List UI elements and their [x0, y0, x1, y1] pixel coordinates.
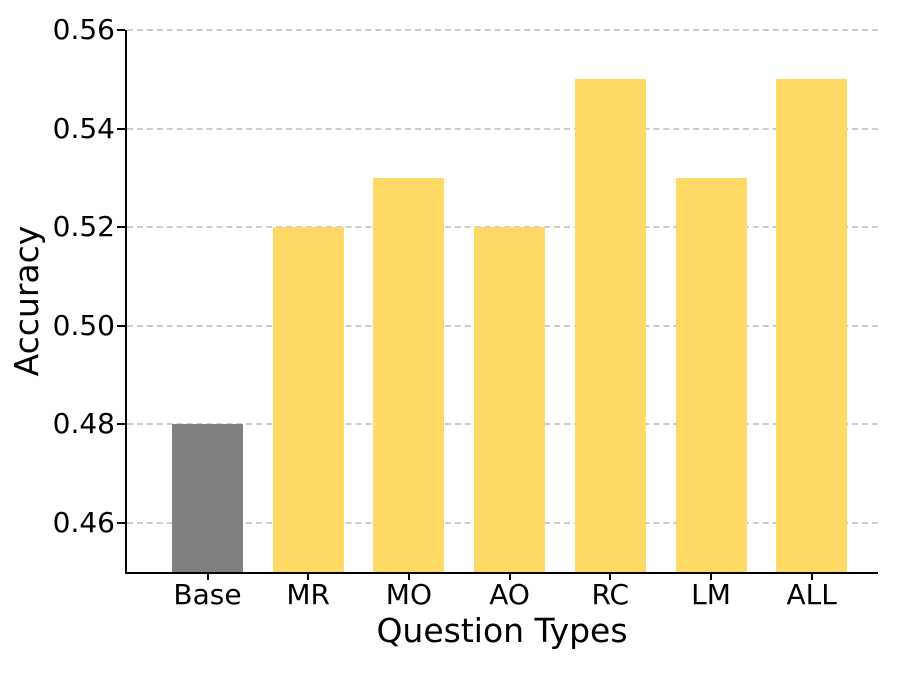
- y-axis-label: Accuracy: [7, 225, 46, 377]
- gridline: [127, 127, 878, 130]
- plot-area: [125, 29, 878, 574]
- y-tick-label: 0.52: [52, 210, 115, 244]
- x-tick-label-all: ALL: [786, 578, 837, 611]
- y-tick-mark: [117, 127, 125, 130]
- x-tick-mark: [307, 572, 310, 580]
- y-tick-mark: [117, 324, 125, 327]
- gridline: [127, 29, 878, 31]
- bar-mo: [373, 177, 445, 572]
- x-tick-mark: [810, 572, 813, 580]
- y-tick-mark: [117, 423, 125, 426]
- y-tick-label: 0.54: [52, 111, 115, 145]
- bar-mr: [272, 227, 344, 572]
- y-tick-label: 0.50: [52, 308, 115, 342]
- x-tick-label-mo: MO: [385, 578, 432, 611]
- y-tick-mark: [117, 226, 125, 229]
- y-tick-label: 0.56: [52, 13, 115, 46]
- x-tick-label-lm: LM: [691, 578, 731, 611]
- y-tick-mark: [117, 29, 125, 31]
- bar-all: [776, 79, 848, 572]
- x-tick-mark: [609, 572, 612, 580]
- x-tick-mark: [710, 572, 712, 580]
- x-tick-label-mr: MR: [286, 578, 330, 611]
- bar-lm: [675, 177, 747, 572]
- bar-ao: [474, 227, 546, 572]
- x-tick-mark: [508, 572, 511, 580]
- x-tick-label-ao: AO: [489, 578, 530, 611]
- x-axis-label: Question Types: [376, 611, 628, 650]
- y-tick-label: 0.46: [52, 505, 115, 539]
- x-tick-label-base: Base: [173, 578, 242, 611]
- x-tick-mark: [206, 572, 209, 580]
- x-tick-label-rc: RC: [591, 578, 630, 611]
- y-tick-mark: [117, 521, 125, 524]
- y-tick-label: 0.48: [52, 407, 115, 441]
- bar-rc: [574, 79, 646, 572]
- x-tick-mark: [407, 572, 410, 580]
- bar-base: [172, 424, 243, 572]
